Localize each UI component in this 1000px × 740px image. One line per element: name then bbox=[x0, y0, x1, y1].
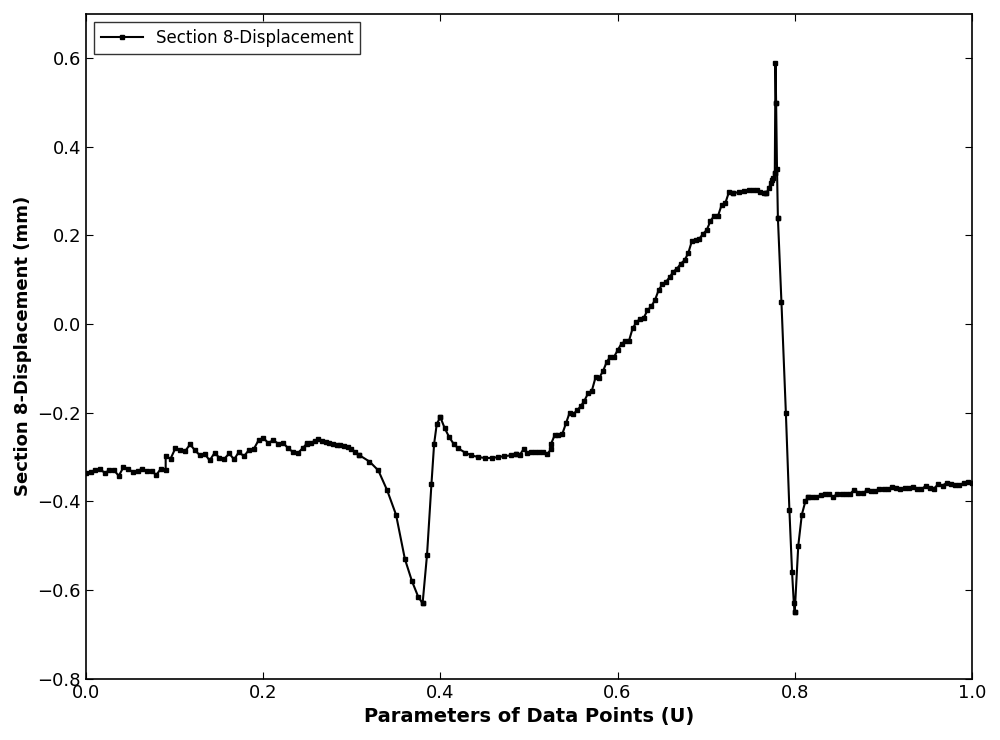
Section 8-Displacement bbox=[769, 58, 781, 67]
Section 8-Displacement bbox=[819, 489, 831, 498]
Section 8-Displacement bbox=[966, 479, 978, 488]
Y-axis label: Section 8-Displacement (mm): Section 8-Displacement (mm) bbox=[14, 196, 32, 497]
Line: Section 8-Displacement: Section 8-Displacement bbox=[84, 61, 974, 614]
Section 8-Displacement bbox=[789, 608, 801, 616]
Legend: Section 8-Displacement: Section 8-Displacement bbox=[94, 22, 360, 53]
Section 8-Displacement bbox=[80, 468, 92, 477]
Section 8-Displacement bbox=[297, 444, 309, 453]
Section 8-Displacement bbox=[353, 451, 365, 460]
Section 8-Displacement bbox=[796, 511, 808, 519]
X-axis label: Parameters of Data Points (U): Parameters of Data Points (U) bbox=[364, 707, 694, 726]
Section 8-Displacement bbox=[747, 186, 759, 195]
Section 8-Displacement bbox=[789, 608, 801, 616]
